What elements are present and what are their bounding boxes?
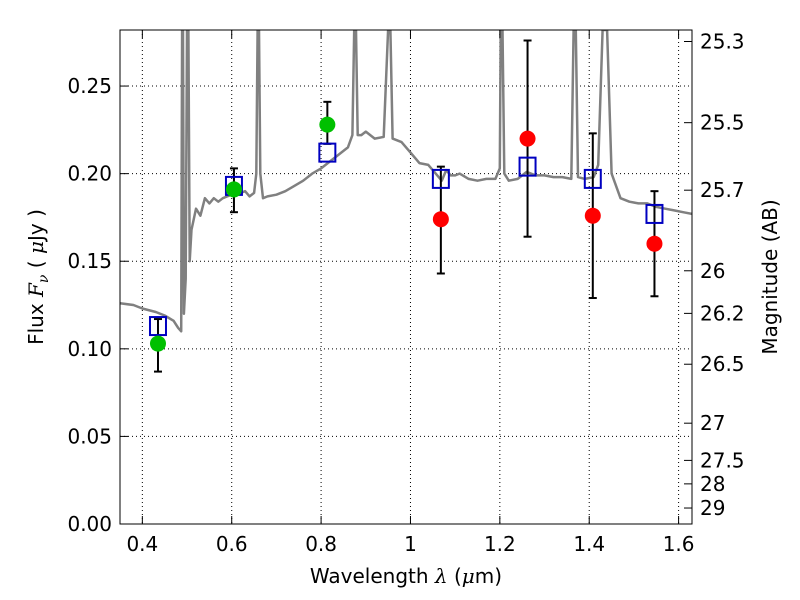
y2-tick-label: 25.7 <box>700 178 745 202</box>
model-photometry-square <box>431 168 450 189</box>
observed-point-red <box>432 211 449 228</box>
observed-point-green <box>319 116 336 133</box>
x-tick-label: 1.4 <box>573 532 605 556</box>
plot-frame <box>119 29 693 525</box>
observed-point-red <box>519 130 536 147</box>
model-photometry-square <box>645 203 664 224</box>
model-photometry-square <box>583 168 602 189</box>
y2-tick-label: 25.3 <box>700 29 745 53</box>
observed-point-red <box>646 235 663 252</box>
y2-tick-label: 26 <box>700 259 725 283</box>
y2-tick-label: 26.2 <box>700 301 745 325</box>
x-tick-label: 0.6 <box>216 532 248 556</box>
y-tick-label: 0.25 <box>67 74 112 98</box>
observed-point-red <box>584 207 601 224</box>
model-photometry-square <box>148 316 167 337</box>
y-tick-label: 0.10 <box>67 337 112 361</box>
model-spectrum-line <box>120 30 692 333</box>
x-tick-label: 0.4 <box>126 532 158 556</box>
ticks: 0.4 0.6 0.8 1 1.2 1.4 1.6 0.00 0.05 0.10 0.15 0.20 0… <box>67 29 744 556</box>
y2-tick-label: 26.5 <box>700 352 745 376</box>
x-tick-label: 1 <box>404 532 417 556</box>
y2-tick-label: 27 <box>700 411 725 435</box>
x-tick-label: 1.2 <box>484 532 516 556</box>
model-photometry-square <box>318 142 337 163</box>
y2-tick-label: 29 <box>700 496 725 520</box>
y2-tick-label: 27.5 <box>700 448 745 472</box>
plot-background <box>120 30 692 524</box>
x-tick-label: 1.6 <box>663 532 695 556</box>
y2-tick-label: 25.5 <box>700 111 745 135</box>
x-tick-label: 0.8 <box>305 532 337 556</box>
x-axis-label: Wavelength λ (μm) <box>310 564 502 588</box>
y-tick-label: 0.20 <box>67 162 112 186</box>
observed-point-green <box>225 181 242 198</box>
y2-tick-label: 28 <box>700 472 725 496</box>
y-tick-label: 0.15 <box>67 249 112 273</box>
model-photometry-square <box>518 156 537 177</box>
y-axis-label: Flux Fν ( μJy ) <box>24 209 52 345</box>
observed-point-green <box>149 335 166 352</box>
y-tick-label: 0.05 <box>67 424 112 448</box>
plot-area <box>120 30 692 373</box>
y-tick-label: 0.00 <box>67 512 112 536</box>
y2-axis-label: Magnitude (AB) <box>758 199 782 354</box>
